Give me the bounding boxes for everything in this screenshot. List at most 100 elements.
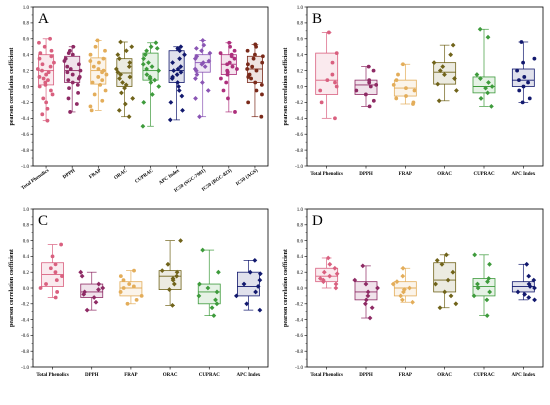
x-tick-label: ORAC — [163, 373, 178, 378]
category-group: FRAP — [391, 62, 417, 177]
data-point — [41, 96, 46, 101]
data-point — [330, 60, 335, 65]
y-tick-label: 0.2 — [23, 271, 30, 276]
y-tick-label: -0.8 — [295, 149, 303, 154]
data-point — [75, 83, 80, 87]
data-point — [249, 76, 254, 81]
data-point — [42, 44, 47, 49]
data-point — [369, 305, 375, 311]
data-point — [334, 51, 339, 56]
data-point — [527, 284, 533, 289]
data-point — [79, 273, 85, 279]
y-axis-label: pearson correlation coefficient — [283, 48, 289, 126]
data-point — [115, 52, 121, 58]
y-tick-label: 0.6 — [23, 239, 30, 244]
x-tick-label: ORAC — [437, 172, 452, 177]
data-point — [477, 76, 483, 81]
data-point — [149, 92, 155, 97]
y-tick-label: -0.4 — [295, 318, 303, 323]
y-tick-label: -0.6 — [295, 133, 303, 138]
axes-frame — [32, 208, 269, 368]
data-point — [259, 114, 264, 119]
data-point — [122, 85, 127, 91]
data-point — [260, 60, 265, 65]
data-point — [366, 64, 371, 69]
data-point — [194, 72, 200, 77]
data-point — [192, 56, 198, 62]
data-point — [46, 78, 50, 83]
data-point — [194, 45, 199, 51]
data-point — [485, 90, 491, 96]
data-point — [35, 67, 40, 71]
data-point — [515, 68, 520, 73]
data-point — [96, 67, 101, 71]
data-point — [450, 269, 456, 275]
data-point — [37, 75, 42, 79]
data-point — [253, 80, 258, 85]
y-tick-label: 0.6 — [23, 38, 30, 43]
panel-a: 1.0 0.8 0.6 0.4 0.2 0.0 -0.2 -0.4 -0.6 -0.8 -1.0 pe… — [9, 6, 269, 194]
data-point — [154, 45, 160, 51]
data-point — [352, 277, 358, 283]
data-point — [159, 268, 165, 274]
axes-frame — [306, 208, 544, 368]
data-point — [437, 305, 443, 311]
data-point — [100, 285, 106, 291]
y-tick-label: -0.6 — [21, 334, 29, 339]
panel-label: A — [38, 11, 49, 27]
data-point — [118, 290, 123, 294]
category-group: DPPH — [62, 44, 83, 180]
data-point — [232, 48, 237, 53]
data-point — [95, 38, 100, 43]
data-point — [142, 52, 148, 58]
category-group: CUPRAC — [472, 26, 496, 177]
data-point — [450, 42, 456, 48]
data-point — [233, 110, 237, 114]
data-point — [487, 261, 492, 267]
data-point — [396, 72, 400, 77]
data-point — [321, 279, 326, 285]
data-point — [103, 48, 107, 53]
x-tick-label: DPPH — [359, 373, 373, 378]
x-tick-label: FRAP — [89, 169, 103, 181]
data-point — [52, 60, 56, 65]
data-point — [448, 52, 454, 58]
data-point — [118, 39, 123, 45]
data-point — [411, 102, 415, 106]
data-point — [241, 281, 247, 287]
data-point — [404, 86, 408, 90]
data-point — [169, 76, 175, 81]
y-tick-label: 0.8 — [23, 224, 30, 229]
data-point — [226, 96, 230, 101]
data-point — [90, 80, 95, 85]
data-point — [394, 279, 400, 285]
data-point — [176, 88, 182, 93]
data-point — [246, 100, 251, 105]
data-point — [93, 44, 98, 49]
data-point — [485, 279, 490, 285]
data-point — [515, 289, 521, 295]
box — [315, 267, 339, 283]
data-point — [74, 102, 79, 106]
data-point — [475, 285, 481, 291]
x-tick-label: DPPH — [359, 172, 373, 177]
data-point — [100, 78, 105, 83]
data-point — [433, 281, 438, 287]
data-point — [131, 284, 136, 289]
data-point — [49, 88, 53, 93]
data-point — [371, 68, 376, 73]
data-point — [254, 44, 258, 49]
data-point — [140, 61, 146, 67]
category-group: Total Phenolics — [310, 30, 343, 177]
data-point — [474, 72, 480, 77]
y-tick-label: 0.0 — [297, 85, 304, 90]
y-axis-label: pearson correlation coefficient — [283, 249, 289, 327]
data-point — [117, 76, 122, 81]
y-tick-label: -1.0 — [295, 366, 303, 371]
data-point — [227, 40, 232, 45]
data-point — [532, 56, 537, 61]
data-point — [440, 64, 446, 70]
data-point — [439, 261, 445, 267]
data-point — [122, 101, 128, 107]
data-point — [118, 274, 123, 279]
